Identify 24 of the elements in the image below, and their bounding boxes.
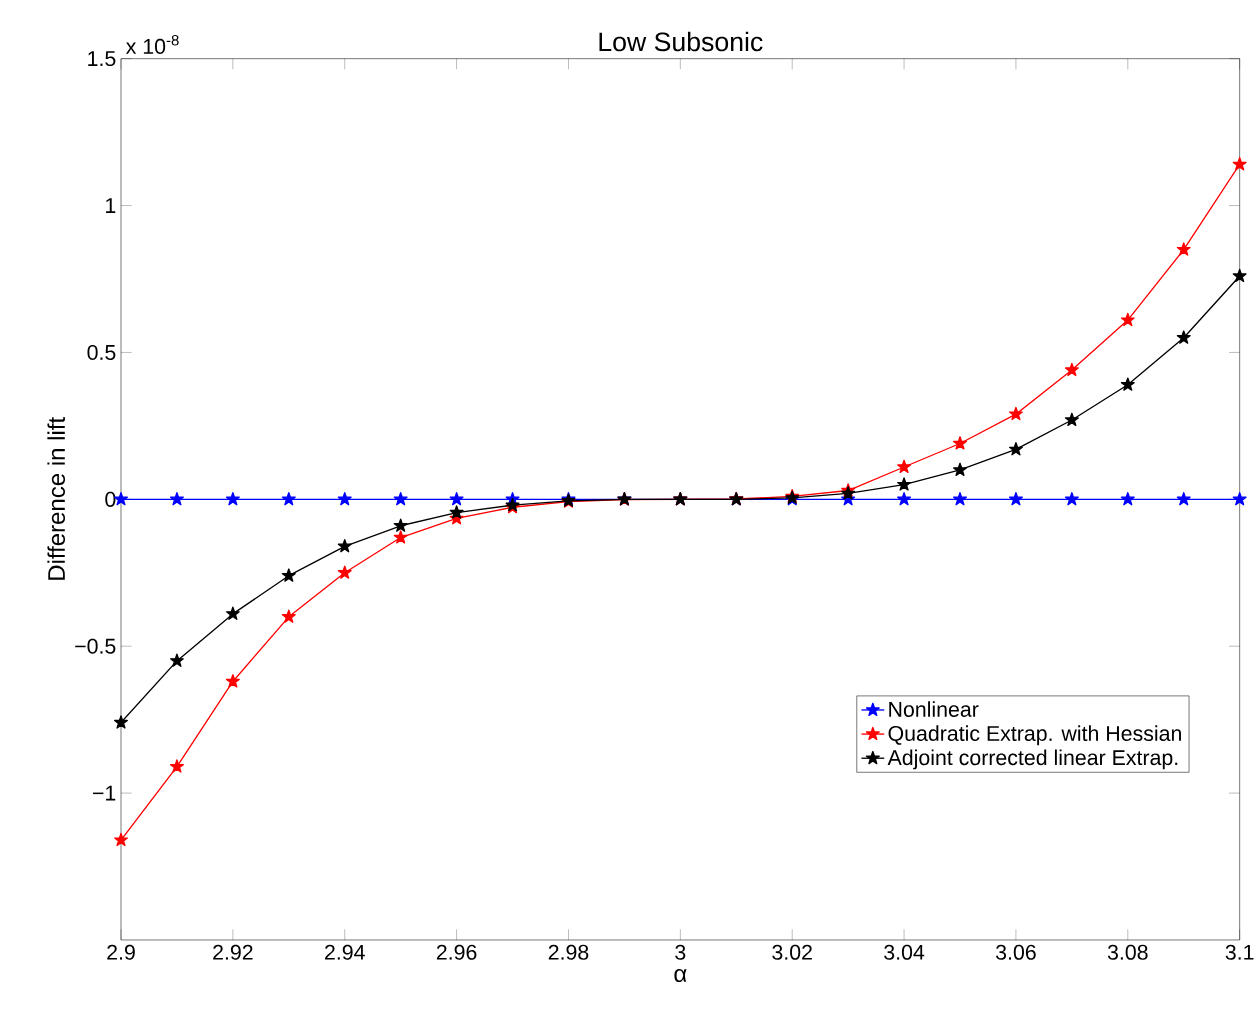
x-tick-label: 2.9 <box>107 944 135 960</box>
legend-label: Nonlinear <box>889 701 979 717</box>
x-tick-label: 2.96 <box>436 944 477 960</box>
x-tick-label: 3.06 <box>995 944 1036 960</box>
legend-label: Quadratic Extrap. with Hessian <box>888 725 1181 746</box>
y-tick-label: 1.5 <box>88 51 116 67</box>
x-tick-label: 3.02 <box>772 944 812 960</box>
x-axis-title: α <box>674 968 687 983</box>
y-axis-title: Difference in lift <box>47 417 66 580</box>
y-tick-label: −0.5 <box>75 638 116 654</box>
x-tick-label: 3.1 <box>1225 944 1254 960</box>
x-tick-label: 2.94 <box>325 944 365 960</box>
y-tick-label: −1 <box>93 785 116 801</box>
chart-title: Low Subsonic <box>599 31 763 52</box>
y-tick-label: 0.5 <box>87 344 116 360</box>
x-tick-label: 3 <box>675 944 686 960</box>
text: x 10$^{-8}$ <box>125 34 179 54</box>
y-tick-label: 1 <box>106 198 116 213</box>
x-tick-label: 3.04 <box>884 944 925 960</box>
x-tick-label: 2.92 <box>213 944 253 960</box>
legend-label: Adjoint corrected linear Extrap. <box>887 749 1178 770</box>
y-tick-label: 0 <box>105 491 116 507</box>
x-tick-label: 3.08 <box>1107 944 1148 960</box>
x-tick-label: 2.98 <box>548 944 589 960</box>
